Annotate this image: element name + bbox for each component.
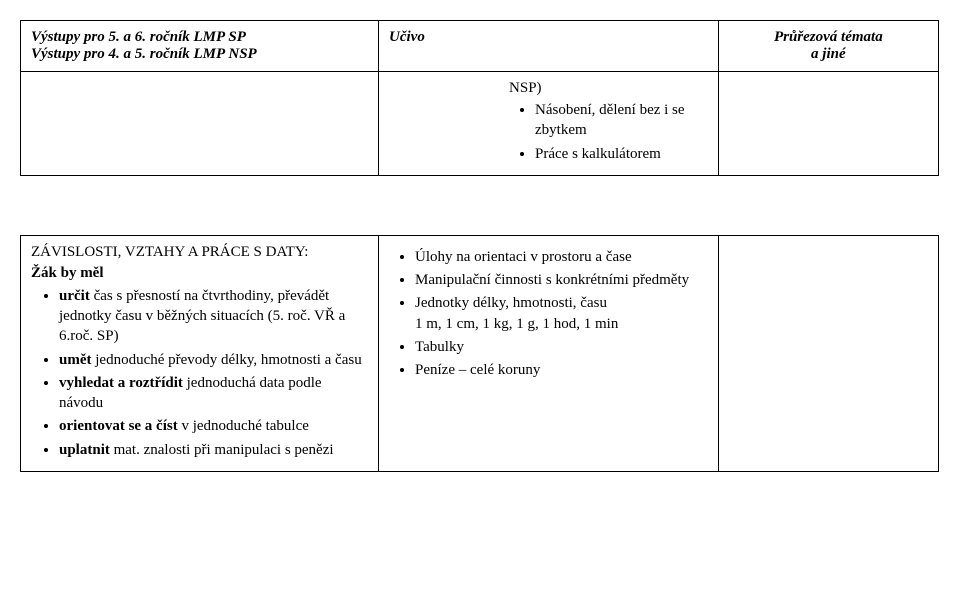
item-rest: v jednoduché tabulce [178, 418, 309, 434]
list-item: Práce s kalkulátorem [535, 144, 708, 164]
item-bold: vyhledat a roztřídit [59, 375, 183, 391]
list-item: určit čas s přesností na čtvrthodiny, př… [59, 286, 368, 347]
item-subtext: 1 m, 1 cm, 1 kg, 1 g, 1 hod, 1 min [415, 314, 708, 334]
header-col2: Učivo [389, 29, 708, 46]
row-2: ZÁVISLOSTI, VZTAHY A PRÁCE S DATY: Žák b… [21, 235, 939, 471]
item-rest: čas s přesností na čtvrthodiny, převádět… [59, 288, 345, 345]
list-item: Úlohy na orientaci v prostoru a čase [415, 247, 708, 267]
item-text: Jednotky délky, hmotnosti, času [415, 295, 607, 311]
header-cell-themes: Průřezová témata a jiné [718, 21, 938, 72]
row2-outcomes-list: určit čas s přesností na čtvrthodiny, př… [31, 286, 368, 460]
header-col1-line2: Výstupy pro 4. a 5. ročník LMP NSP [31, 46, 368, 63]
list-item: uplatnit mat. znalosti při manipulaci s … [59, 440, 368, 460]
row1-outcomes-cell [21, 72, 379, 176]
row2-ucivo-list: Úlohy na orientaci v prostoru a čase Man… [389, 247, 708, 381]
header-col1-line1: Výstupy pro 5. a 6. ročník LMP SP [31, 29, 368, 46]
list-item: Manipulační činnosti s konkrétními předm… [415, 270, 708, 290]
row1-ucivo-cell: NSP) Násobení, dělení bez i se zbytkem P… [379, 72, 719, 176]
header-cell-outcomes: Výstupy pro 5. a 6. ročník LMP SP Výstup… [21, 21, 379, 72]
header-cell-ucivo: Učivo [379, 21, 719, 72]
list-item: Tabulky [415, 337, 708, 357]
curriculum-table: Výstupy pro 5. a 6. ročník LMP SP Výstup… [20, 20, 939, 472]
item-bold: určit [59, 288, 90, 304]
row1-themes-cell [718, 72, 938, 176]
list-item: Peníze – celé koruny [415, 360, 708, 380]
list-item: Jednotky délky, hmotnosti, času 1 m, 1 c… [415, 293, 708, 334]
item-rest: mat. znalosti při manipulaci s penězi [110, 442, 334, 458]
item-bold: umět [59, 352, 92, 368]
list-item: vyhledat a roztřídit jednoduchá data pod… [59, 373, 368, 414]
page: Výstupy pro 5. a 6. ročník LMP SP Výstup… [20, 20, 939, 472]
list-item: umět jednoduché převody délky, hmotnosti… [59, 350, 368, 370]
list-item: Násobení, dělení bez i se zbytkem [535, 100, 708, 141]
row2-outcomes-subtitle: Žák by měl [31, 265, 368, 282]
spacer-row [21, 175, 939, 235]
row2-ucivo-cell: Úlohy na orientaci v prostoru a čase Man… [379, 235, 719, 471]
row1-ucivo-block: NSP) Násobení, dělení bez i se zbytkem P… [389, 80, 708, 164]
item-bold: uplatnit [59, 442, 110, 458]
row2-themes-cell [718, 235, 938, 471]
header-col3-line1: Průřezová témata [729, 29, 928, 46]
row-1: NSP) Násobení, dělení bez i se zbytkem P… [21, 72, 939, 176]
item-rest: jednoduché převody délky, hmotnosti a ča… [92, 352, 362, 368]
row2-outcomes-title: ZÁVISLOSTI, VZTAHY A PRÁCE S DATY: [31, 244, 368, 261]
header-col3-line2: a jiné [729, 46, 928, 63]
row1-ucivo-list: Násobení, dělení bez i se zbytkem Práce … [509, 100, 708, 164]
row2-outcomes-cell: ZÁVISLOSTI, VZTAHY A PRÁCE S DATY: Žák b… [21, 235, 379, 471]
item-bold: orientovat se a číst [59, 418, 178, 434]
row1-ucivo-lead: NSP) [509, 80, 708, 97]
header-row: Výstupy pro 5. a 6. ročník LMP SP Výstup… [21, 21, 939, 72]
list-item: orientovat se a číst v jednoduché tabulc… [59, 416, 368, 436]
